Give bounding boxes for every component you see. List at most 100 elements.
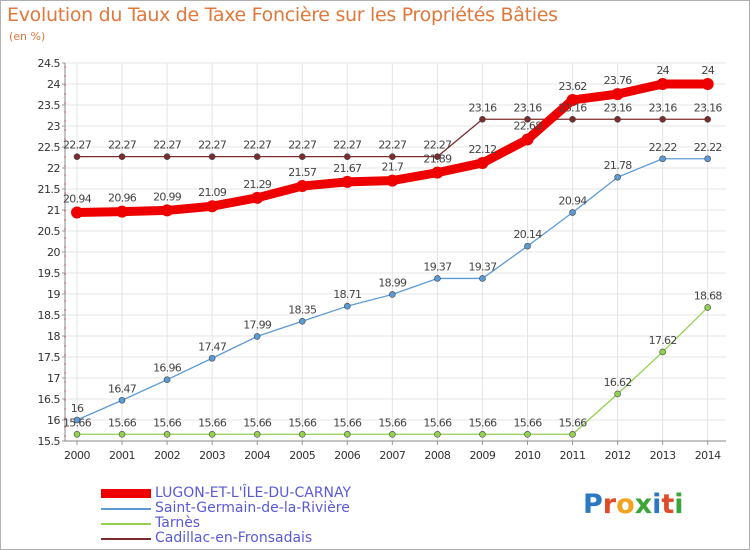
data-label: 18.35 <box>288 303 317 316</box>
data-point <box>476 156 489 169</box>
data-point <box>569 209 576 216</box>
data-point <box>73 153 81 160</box>
data-label: 22.27 <box>153 139 182 152</box>
data-point <box>389 291 396 298</box>
data-label: 22.27 <box>423 139 452 152</box>
legend-item: Tarnès <box>101 516 351 531</box>
data-point <box>434 430 441 438</box>
data-label: 23.16 <box>514 101 543 114</box>
y-tick-label: 23 <box>47 120 60 133</box>
data-label: 22.27 <box>333 139 362 152</box>
data-point <box>569 430 576 438</box>
data-point <box>118 153 126 160</box>
y-tick-label: 22 <box>47 162 60 175</box>
legend-swatch <box>101 537 151 540</box>
data-label: 22.22 <box>694 141 722 154</box>
data-point <box>253 153 261 160</box>
legend-label: Saint-Germain-de-la-Rivière <box>155 500 350 516</box>
x-tick-label: 2009 <box>469 449 495 462</box>
data-label: 19.37 <box>468 260 497 273</box>
legend-swatch <box>101 522 151 525</box>
data-point <box>656 78 669 90</box>
data-label: 22.27 <box>63 139 92 152</box>
logo-letter: i <box>652 489 662 520</box>
x-tick-label: 2003 <box>199 449 225 462</box>
legend-item: Saint-Germain-de-la-Rivière <box>101 501 351 516</box>
data-point <box>521 133 534 146</box>
data-point <box>611 88 624 101</box>
x-tick-label: 2014 <box>695 449 721 462</box>
data-label: 15.66 <box>198 416 227 429</box>
data-label: 22.27 <box>243 139 272 152</box>
data-point <box>569 115 576 123</box>
data-label: 16.96 <box>153 362 182 375</box>
data-label: 16.62 <box>604 376 632 389</box>
data-label: 22.27 <box>378 139 407 152</box>
y-tick-label: 17 <box>47 372 60 385</box>
data-point <box>434 153 441 160</box>
data-label: 18.99 <box>378 276 407 289</box>
data-point <box>253 333 261 340</box>
logo-letter: r <box>602 489 617 520</box>
data-label: 24 <box>656 64 669 77</box>
x-tick-label: 2013 <box>650 449 676 462</box>
legend-item: LUGON-ET-L'ÎLE-DU-CARNAY <box>101 486 351 501</box>
data-label: 21.89 <box>423 153 452 166</box>
logo-letter: P <box>583 489 603 520</box>
y-tick-label: 15.5 <box>38 435 61 448</box>
logo-letter: t <box>661 489 675 520</box>
y-tick-label: 20 <box>47 246 60 259</box>
data-point <box>118 396 126 404</box>
data-point <box>298 317 306 325</box>
logo-letter: x <box>634 489 653 520</box>
data-point <box>434 275 441 282</box>
x-tick-label: 2001 <box>109 449 135 462</box>
data-point <box>479 115 486 123</box>
data-label: 21.7 <box>381 161 403 174</box>
y-tick-label: 21 <box>47 204 60 217</box>
data-point <box>341 175 354 188</box>
legend-label: LUGON-ET-L'ÎLE-DU-CARNAY <box>155 485 352 501</box>
logo-letter: o <box>616 489 635 520</box>
data-label: 16.47 <box>108 382 137 395</box>
legend-label: Cadillac-en-Fronsadais <box>155 530 313 546</box>
data-label: 15.66 <box>378 416 407 429</box>
data-point <box>296 180 309 193</box>
data-point <box>386 174 399 187</box>
data-label: 23.16 <box>694 101 723 114</box>
data-label: 20.94 <box>63 193 92 206</box>
data-label: 15.66 <box>63 416 92 429</box>
y-tick-label: 21.5 <box>38 183 61 196</box>
legend-item: Cadillac-en-Fronsadais <box>101 531 351 546</box>
data-point <box>524 115 531 123</box>
chart-title: Evolution du Taux de Taxe Foncière sur l… <box>7 4 558 26</box>
x-tick-label: 2004 <box>244 449 270 462</box>
data-point <box>524 242 531 250</box>
y-tick-label: 16 <box>47 414 60 427</box>
data-point <box>343 153 351 160</box>
data-label: 22.27 <box>288 139 317 152</box>
data-point <box>659 115 666 123</box>
data-label: 17.47 <box>198 340 227 353</box>
data-label: 22.68 <box>514 119 543 132</box>
y-tick-label: 22.5 <box>38 141 61 154</box>
y-tick-label: 17.5 <box>38 351 61 364</box>
data-label: 19.37 <box>423 260 452 273</box>
data-label: 21.78 <box>604 159 633 172</box>
x-tick-label: 2007 <box>379 449 405 462</box>
data-point <box>614 390 621 398</box>
data-label: 15.66 <box>423 416 452 429</box>
data-label: 18.68 <box>694 289 723 302</box>
data-point <box>704 155 712 163</box>
x-tick-label: 2000 <box>64 449 90 462</box>
data-point <box>343 430 351 438</box>
data-label: 23.16 <box>604 101 633 114</box>
data-label: 23.62 <box>559 80 587 93</box>
data-label: 16 <box>71 402 84 415</box>
data-label: 23.16 <box>649 101 678 114</box>
data-label: 21.57 <box>288 166 317 179</box>
y-tick-label: 16.5 <box>38 393 61 406</box>
y-tick-label: 20.5 <box>38 225 61 238</box>
data-label: 22.27 <box>198 139 227 152</box>
